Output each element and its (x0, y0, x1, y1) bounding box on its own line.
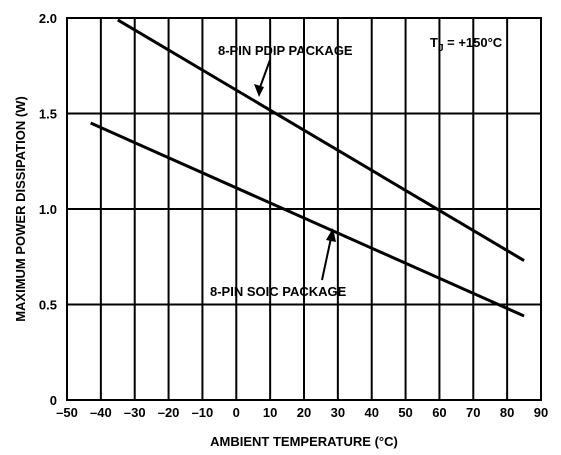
y-tick-labels: 0 0.5 1.0 1.5 2.0 (39, 11, 57, 408)
plot-frame (66, 17, 542, 401)
x-tick-label: –30 (124, 405, 146, 420)
grid (67, 18, 541, 400)
y-tick-label: 1.5 (39, 107, 57, 122)
x-tick-label: 30 (331, 405, 345, 420)
x-tick-label: 20 (297, 405, 311, 420)
x-tick-labels: –50 –40 –30 –20 –10 0 10 20 30 40 50 60 70 80 90 (56, 405, 548, 420)
x-tick-label: 0 (233, 405, 240, 420)
x-tick-label: 40 (364, 405, 378, 420)
y-tick-label: 0 (50, 393, 57, 408)
soic-series-line (90, 121, 525, 318)
soic-pointer-line (321, 237, 332, 281)
x-tick-label: 70 (466, 405, 480, 420)
x-tick-label: 10 (263, 405, 277, 420)
x-tick-label: –40 (90, 405, 112, 420)
pdip-arrow-head (254, 84, 264, 97)
x-tick-label: –50 (56, 405, 78, 420)
x-tick-label: 60 (432, 405, 446, 420)
x-tick-label: 90 (534, 405, 548, 420)
junction-temp-label: TJ = +150°C (430, 35, 503, 54)
pdip-pointer-line (258, 59, 271, 91)
x-tick-label: –20 (158, 405, 180, 420)
y-tick-label: 2.0 (39, 11, 57, 26)
y-tick-label: 1.0 (39, 202, 57, 217)
pdip-series-label: 8-PIN PDIP PACKAGE (218, 43, 353, 58)
x-tick-label: 80 (500, 405, 514, 420)
pdip-series-line (117, 18, 525, 262)
soic-series-label: 8-PIN SOIC PACKAGE (210, 284, 347, 299)
x-tick-label: 50 (398, 405, 412, 420)
y-axis-label: MAXIMUM POWER DISSIPATION (W) (13, 96, 28, 322)
y-tick-label: 0.5 (39, 298, 57, 313)
x-axis-label: AMBIENT TEMPERATURE (°C) (210, 434, 398, 449)
x-tick-label: –10 (192, 405, 214, 420)
soic-arrow-head (326, 228, 336, 242)
series-lines (90, 18, 525, 318)
